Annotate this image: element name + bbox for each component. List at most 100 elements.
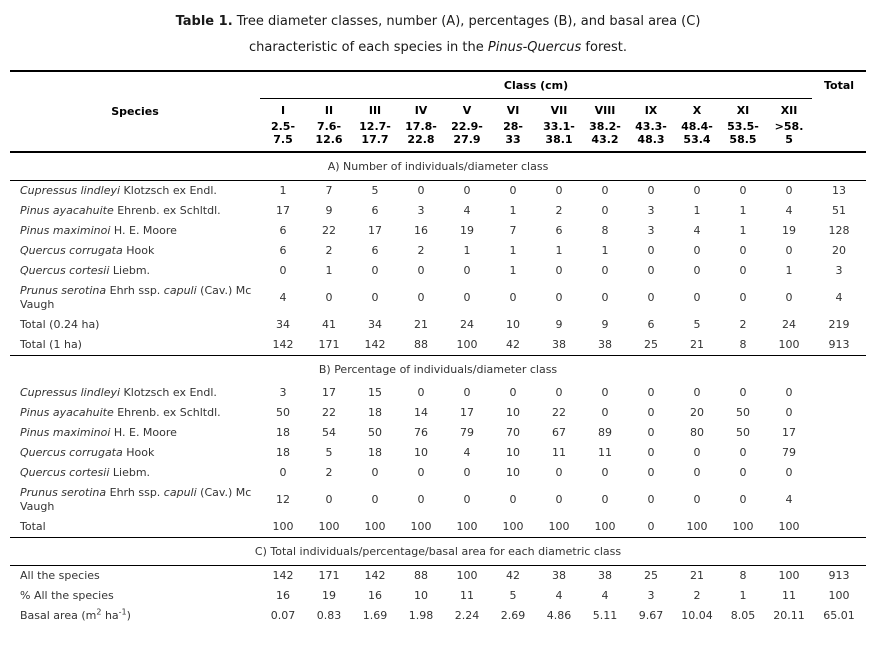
value-cell: 0 bbox=[463, 264, 471, 277]
table-row: Cupressus lindleyi Klotzsch ex Endl. 3 17 1… bbox=[10, 383, 866, 403]
species-cell: Pinus ayacahuite Ehrenb. ex Schltdl. bbox=[20, 204, 221, 217]
section-A: A) Number of individuals/diameter class C… bbox=[10, 152, 867, 356]
value-cell: 0 bbox=[279, 264, 287, 277]
value-cell: 50 bbox=[368, 426, 382, 439]
col-range-class-VII: 33.1- 38.1 bbox=[543, 120, 575, 146]
value-cell: 0 bbox=[601, 184, 609, 197]
value-cell: 4 bbox=[463, 446, 471, 459]
value-cell: 50 bbox=[736, 406, 750, 419]
value-cell: 3 bbox=[647, 204, 655, 217]
col-range-class-II: 7.6- 12.6 bbox=[315, 120, 343, 146]
value-cell: 67 bbox=[552, 426, 566, 439]
value-cell: 6 bbox=[371, 204, 379, 217]
section-title-B: B) Percentage of individuals/diameter cl… bbox=[318, 363, 558, 376]
species-cell: Pinus maximinoi H. E. Moore bbox=[20, 224, 177, 237]
value-cell: 0 bbox=[509, 184, 517, 197]
value-cell: 18 bbox=[276, 446, 290, 459]
col-header-total: Total bbox=[824, 79, 855, 92]
value-cell: 3 bbox=[279, 386, 287, 399]
value-cell: 0 bbox=[555, 493, 563, 506]
species-cell: All the species bbox=[20, 569, 100, 582]
value-cell: 0 bbox=[417, 466, 425, 479]
caption-label: Table 1. bbox=[175, 14, 233, 29]
table-row: Quercus cortesii Liebm. 0 1 0 0 0 1 0 0 0 0 0 1 3 bbox=[10, 261, 866, 281]
table-header: Species Class (cm) Total I II III IV V VI VII V… bbox=[10, 71, 867, 152]
value-cell: 0 bbox=[647, 446, 655, 459]
value-cell: 54 bbox=[322, 426, 336, 439]
col-header-class-VI: VI bbox=[506, 104, 520, 117]
table-row: Basal area (m2 ha-1) 0.07 0.83 1.69 1.98 2.24… bbox=[10, 606, 866, 626]
value-cell: 0 bbox=[463, 466, 471, 479]
value-cell: 38 bbox=[552, 569, 566, 582]
value-cell: 0 bbox=[693, 264, 701, 277]
value-cell: 100 bbox=[364, 520, 386, 533]
table-row: Quercus corrugata Hook 6 2 6 2 1 1 1 1 0 0 0 0 20 bbox=[10, 241, 866, 261]
value-cell: 0 bbox=[601, 264, 609, 277]
col-range-class-III: 12.7- 17.7 bbox=[359, 120, 391, 146]
value-cell: 6 bbox=[647, 318, 655, 331]
value-cell: 11 bbox=[598, 446, 612, 459]
caption-genus-italic: Pinus-Quercus bbox=[487, 40, 582, 55]
value-cell: 41 bbox=[322, 318, 336, 331]
value-cell: 0 bbox=[601, 386, 609, 399]
value-cell: 16 bbox=[414, 224, 428, 237]
value-cell: 142 bbox=[364, 569, 386, 582]
value-cell: 0 bbox=[693, 291, 701, 304]
value-cell: 2 bbox=[325, 244, 333, 257]
total-cell: 219 bbox=[828, 318, 850, 331]
value-cell: 0 bbox=[739, 244, 747, 257]
value-cell: 0 bbox=[417, 264, 425, 277]
col-header-class-II: II bbox=[324, 104, 334, 117]
value-cell: 79 bbox=[460, 426, 474, 439]
total-cell bbox=[812, 383, 866, 403]
value-cell: 2 bbox=[693, 589, 701, 602]
value-cell: 2 bbox=[325, 466, 333, 479]
value-cell: 8 bbox=[601, 224, 609, 237]
value-cell: 0 bbox=[693, 386, 701, 399]
value-cell: 18 bbox=[368, 446, 382, 459]
species-cell: Total (0.24 ha) bbox=[20, 318, 100, 331]
value-cell: 38 bbox=[552, 338, 566, 351]
value-cell: 8.05 bbox=[730, 609, 756, 622]
col-range-class-VIII: 38.2- 43.2 bbox=[589, 120, 621, 146]
value-cell: 17 bbox=[322, 386, 336, 399]
species-diameter-table: Species Class (cm) Total I II III IV V VI VII V… bbox=[10, 70, 867, 626]
value-cell: 0 bbox=[555, 466, 563, 479]
value-cell: 100 bbox=[778, 569, 800, 582]
value-cell: 10 bbox=[506, 466, 520, 479]
value-cell: 0 bbox=[555, 386, 563, 399]
value-cell: 7 bbox=[509, 224, 517, 237]
value-cell: 0 bbox=[693, 184, 701, 197]
col-header-class-XII: XII bbox=[780, 104, 798, 117]
table-caption: Table 1. Tree diameter classes, number (… bbox=[0, 0, 876, 61]
species-cell: Cupressus lindleyi Klotzsch ex Endl. bbox=[20, 184, 217, 197]
species-cell: Prunus serotina Ehrh ssp. capuli (Cav.) … bbox=[20, 284, 252, 311]
value-cell: 0 bbox=[509, 493, 517, 506]
value-cell: 1 bbox=[555, 244, 563, 257]
value-cell: 42 bbox=[506, 338, 520, 351]
table-row: Total 100 100 100 100 100 100 100 100 0 100 100 100 bbox=[10, 517, 866, 538]
value-cell: 0.83 bbox=[316, 609, 342, 622]
value-cell: 100 bbox=[778, 338, 800, 351]
value-cell: 100 bbox=[318, 520, 340, 533]
value-cell: 1 bbox=[509, 244, 517, 257]
value-cell: 8 bbox=[739, 338, 747, 351]
value-cell: 12 bbox=[276, 493, 290, 506]
value-cell: 0 bbox=[785, 406, 793, 419]
table-row: Pinus ayacahuite Ehrenb. ex Schltdl. 17 9 6… bbox=[10, 201, 866, 221]
value-cell: 50 bbox=[736, 426, 750, 439]
value-cell: 88 bbox=[414, 338, 428, 351]
value-cell: 1 bbox=[509, 264, 517, 277]
value-cell: 4 bbox=[785, 493, 793, 506]
value-cell: 0 bbox=[785, 291, 793, 304]
value-cell: 0.07 bbox=[270, 609, 296, 622]
value-cell: 100 bbox=[456, 569, 478, 582]
value-cell: 38 bbox=[598, 569, 612, 582]
species-cell: Quercus cortesii Liebm. bbox=[20, 264, 151, 277]
value-cell: 19 bbox=[782, 224, 797, 237]
value-cell: 1 bbox=[739, 204, 747, 217]
total-cell: 913 bbox=[828, 569, 850, 582]
value-cell: 1 bbox=[739, 224, 747, 237]
value-cell: 100 bbox=[594, 520, 616, 533]
species-cell: % All the species bbox=[20, 589, 114, 602]
